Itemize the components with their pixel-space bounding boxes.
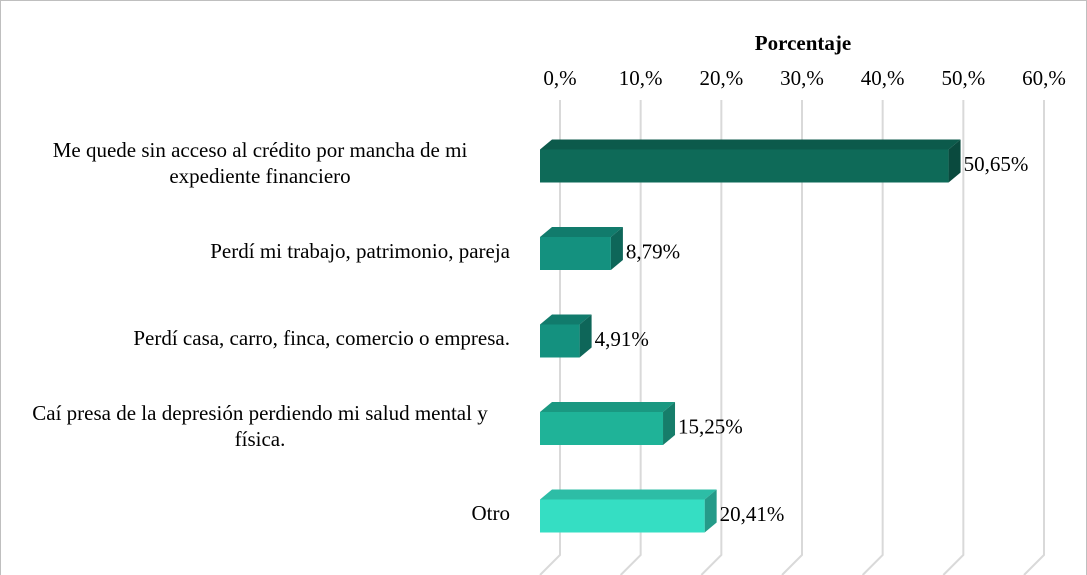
category-label: Perdí casa, carro, finca, comercio o emp…	[133, 326, 510, 350]
category-label: Caí presa de la depresión perdiendo mi s…	[32, 400, 488, 451]
x-tick-label: 10,%	[619, 66, 663, 90]
bar-top	[540, 314, 592, 325]
data-label: 8,79%	[626, 239, 680, 263]
grid-line	[781, 100, 803, 575]
category-label: Me quede sin acceso al crédito por manch…	[52, 138, 468, 188]
bar	[540, 324, 580, 358]
data-label: 15,25%	[678, 414, 743, 438]
bar-side	[704, 489, 717, 533]
bar-side	[663, 402, 676, 445]
grid-line	[619, 100, 642, 575]
bar	[540, 149, 949, 183]
x-tick-label: 20,%	[699, 66, 743, 90]
axis-title: Porcentaje	[755, 31, 851, 55]
x-tick-label: 40,%	[861, 66, 905, 90]
grid-line	[1023, 100, 1045, 575]
bar-top	[540, 139, 961, 150]
grid-line	[942, 100, 965, 575]
data-label: 20,41%	[720, 502, 785, 526]
grid-line	[861, 100, 884, 575]
bar-side	[610, 227, 623, 270]
x-tick-label: 60,%	[1022, 66, 1066, 90]
grid-line	[700, 100, 723, 575]
data-label: 50,65%	[964, 152, 1029, 176]
bar	[540, 237, 611, 270]
x-tick-label: 30,%	[780, 66, 824, 90]
category-label: Perdí mi trabajo, patrimonio, pareja	[210, 238, 510, 263]
x-tick-label: 0,%	[543, 66, 576, 90]
category-label: Otro	[471, 501, 511, 525]
bar	[540, 499, 705, 533]
bar	[540, 412, 664, 445]
bar-top	[540, 227, 623, 237]
bar-top	[540, 402, 676, 412]
data-label: 4,91%	[595, 327, 649, 351]
bar-side	[579, 314, 592, 358]
x-tick-label: 50,%	[941, 66, 985, 90]
bar-top	[540, 489, 717, 500]
bar-side	[948, 139, 961, 183]
